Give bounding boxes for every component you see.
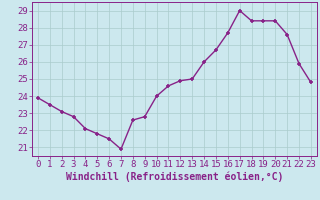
X-axis label: Windchill (Refroidissement éolien,°C): Windchill (Refroidissement éolien,°C) xyxy=(66,172,283,182)
